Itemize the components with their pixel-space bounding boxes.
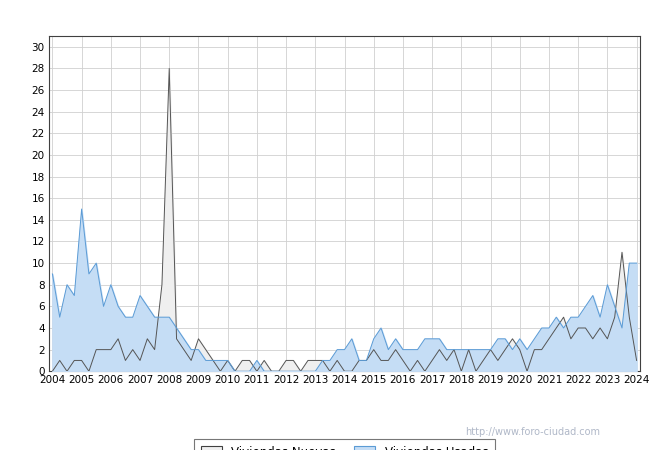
Text: http://www.foro-ciudad.com: http://www.foro-ciudad.com <box>465 427 601 437</box>
Legend: Viviendas Nuevas, Viviendas Usadas: Viviendas Nuevas, Viviendas Usadas <box>194 439 495 450</box>
Text: Fiñana - Evolucion del Nº de Transacciones Inmobiliarias: Fiñana - Evolucion del Nº de Transaccion… <box>119 9 531 24</box>
